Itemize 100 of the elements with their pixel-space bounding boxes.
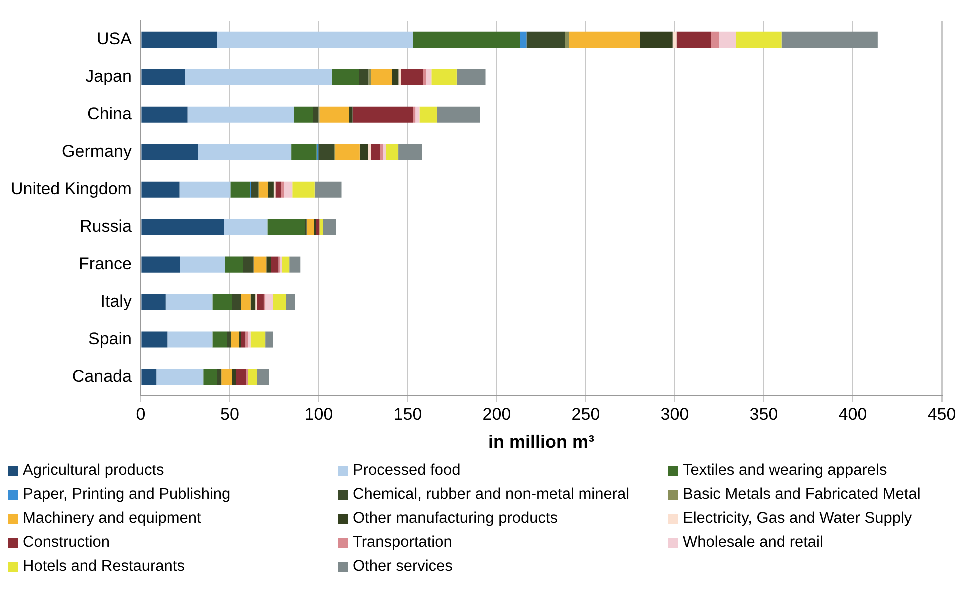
bar bbox=[212, 294, 232, 310]
bar bbox=[420, 106, 437, 123]
legend-label: Chemical, rubber and non-metal mineral bbox=[353, 486, 630, 504]
x-tick-label: 100 bbox=[304, 404, 334, 424]
bar bbox=[526, 32, 566, 48]
bar bbox=[185, 69, 332, 86]
x-tick-label: 200 bbox=[482, 404, 512, 424]
bar bbox=[236, 369, 247, 386]
bar bbox=[323, 219, 336, 236]
bar bbox=[142, 182, 180, 198]
bar bbox=[224, 219, 268, 236]
bar bbox=[259, 182, 268, 198]
bar bbox=[142, 256, 180, 273]
bar bbox=[711, 32, 720, 48]
bar bbox=[456, 69, 486, 86]
y-tick-label: China bbox=[88, 104, 132, 124]
bar bbox=[268, 219, 306, 236]
legend-label: Construction bbox=[23, 534, 110, 552]
bar bbox=[142, 332, 168, 348]
bar bbox=[432, 69, 457, 86]
y-tick-label: Germany bbox=[62, 142, 132, 162]
x-tick-label: 250 bbox=[572, 404, 600, 424]
bar bbox=[672, 32, 677, 48]
y-tick-label: Russia bbox=[80, 217, 132, 236]
bar bbox=[332, 69, 360, 86]
bar bbox=[241, 294, 251, 310]
bar bbox=[349, 106, 353, 123]
bar bbox=[227, 332, 232, 348]
bar bbox=[719, 32, 736, 48]
bar bbox=[676, 32, 712, 48]
bar bbox=[318, 144, 334, 160]
legend-label: Hotels and Restaurants bbox=[23, 558, 185, 576]
bar bbox=[281, 182, 284, 198]
bar bbox=[306, 219, 314, 236]
bar bbox=[371, 69, 392, 86]
bar bbox=[569, 32, 640, 48]
legend-label: Machinery and equipment bbox=[23, 510, 202, 528]
bar bbox=[266, 256, 272, 273]
bar bbox=[316, 219, 320, 236]
bar bbox=[436, 106, 480, 123]
bar bbox=[423, 69, 426, 86]
bar bbox=[188, 106, 294, 123]
bar bbox=[520, 32, 527, 48]
bar bbox=[284, 182, 293, 198]
bar bbox=[142, 106, 188, 123]
x-tick-label: 50 bbox=[220, 404, 240, 424]
bar bbox=[217, 32, 414, 48]
bar bbox=[282, 256, 290, 273]
bar bbox=[398, 69, 402, 86]
bar bbox=[168, 332, 213, 348]
bar bbox=[383, 144, 386, 160]
bar bbox=[248, 332, 251, 348]
bar bbox=[292, 182, 315, 198]
bar bbox=[251, 182, 258, 198]
bar bbox=[271, 256, 279, 273]
bar bbox=[246, 332, 248, 348]
bar bbox=[413, 32, 520, 48]
bar bbox=[336, 144, 360, 160]
bar bbox=[232, 369, 236, 386]
bar bbox=[142, 69, 186, 86]
bar bbox=[198, 144, 292, 160]
bar bbox=[257, 369, 270, 386]
bar bbox=[254, 256, 267, 273]
bar bbox=[156, 369, 204, 386]
y-tick-label: Italy bbox=[100, 292, 132, 311]
bar bbox=[273, 294, 286, 310]
x-tick-label: 400 bbox=[838, 404, 868, 424]
bar bbox=[292, 144, 317, 160]
legend-label: Processed food bbox=[353, 462, 461, 480]
bar bbox=[413, 106, 416, 123]
bar bbox=[565, 32, 570, 48]
y-tick-label: France bbox=[79, 254, 132, 274]
x-tick-label: 300 bbox=[660, 404, 690, 424]
bar bbox=[276, 182, 282, 198]
bar bbox=[142, 369, 157, 386]
legend-label: Agricultural products bbox=[23, 462, 164, 480]
bar bbox=[286, 294, 296, 310]
bar bbox=[370, 144, 380, 160]
bar bbox=[217, 369, 222, 386]
bar bbox=[782, 32, 878, 48]
bar bbox=[230, 182, 250, 198]
x-tick-label: 450 bbox=[928, 404, 956, 424]
y-tick-label: USA bbox=[96, 30, 133, 49]
bar bbox=[313, 106, 319, 123]
y-tick-label: Canada bbox=[72, 366, 132, 386]
bar bbox=[250, 332, 266, 348]
y-tick-label: United Kingdom bbox=[10, 180, 132, 199]
bar bbox=[142, 294, 166, 310]
bar bbox=[360, 144, 368, 160]
bar bbox=[142, 144, 198, 160]
legend-label: Paper, Printing and Publishing bbox=[23, 486, 231, 504]
bar bbox=[231, 332, 240, 348]
bar bbox=[416, 106, 420, 123]
bar bbox=[142, 32, 218, 48]
bar bbox=[266, 332, 274, 348]
bar bbox=[212, 332, 228, 348]
bar bbox=[380, 144, 384, 160]
bar bbox=[368, 69, 372, 86]
bar bbox=[222, 369, 232, 386]
bar bbox=[257, 294, 264, 310]
